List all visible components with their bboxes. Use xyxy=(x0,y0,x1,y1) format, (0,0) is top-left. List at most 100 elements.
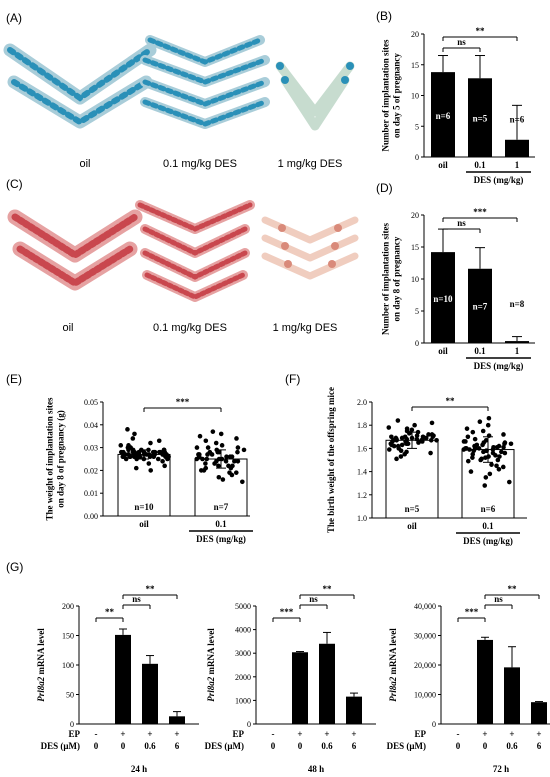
row-label-des: DES (μM) xyxy=(41,741,80,751)
y-tick-label: 3000 xyxy=(235,649,251,658)
des-mark: 0.6 xyxy=(144,741,156,751)
data-point xyxy=(470,429,476,435)
ep-mark: + xyxy=(324,729,329,739)
data-point xyxy=(486,433,492,438)
y-tick-label: 40,000 xyxy=(414,602,436,611)
y-axis-label: Prl8a2 mRNA level xyxy=(388,628,398,702)
y-tick-label: 0 xyxy=(415,339,419,348)
ep-mark: - xyxy=(95,729,98,739)
y-tick-label: 150 xyxy=(62,632,74,641)
y-tick-label: 20 xyxy=(411,211,419,220)
y-tick-label: 5 xyxy=(415,122,419,131)
data-point xyxy=(389,442,394,448)
bar xyxy=(115,634,131,724)
photo-label-oil-c: oil xyxy=(62,322,73,334)
significance-label: ** xyxy=(105,607,115,617)
data-point xyxy=(483,437,489,443)
data-point xyxy=(235,445,241,450)
category-label: 0.1 xyxy=(474,346,486,356)
data-point xyxy=(235,458,241,464)
data-point xyxy=(216,474,222,480)
data-point xyxy=(409,427,415,433)
y-tick-label: 10 xyxy=(411,92,419,101)
chart-g-24h: 0 50 100 150 200 Prl8a2 mRNA level - 0 +0 +0.6 +6 *… xyxy=(36,584,199,774)
data-point xyxy=(394,456,399,462)
y-axis-label: on day 8 of pregnancy xyxy=(392,236,402,321)
data-point xyxy=(146,461,152,466)
data-point xyxy=(490,447,496,452)
data-point xyxy=(121,449,126,455)
data-point xyxy=(472,446,478,451)
data-point xyxy=(126,443,131,448)
data-point xyxy=(414,433,420,438)
data-point xyxy=(476,446,482,451)
panel-letter-f: (F) xyxy=(285,372,300,386)
y-axis-label-rest: mRNA level xyxy=(36,628,46,677)
photo-label-high-dose: 1 mg/kg DES xyxy=(278,158,343,170)
data-point xyxy=(429,420,435,426)
category-label: 0.1 xyxy=(474,160,486,170)
photo-label-high-dose-c: 1 mg/kg DES xyxy=(273,322,338,334)
data-point xyxy=(232,458,237,464)
data-point xyxy=(402,434,408,440)
data-point xyxy=(496,466,502,472)
bar xyxy=(319,643,335,724)
data-point xyxy=(428,450,433,456)
data-point xyxy=(464,426,470,431)
data-point xyxy=(136,452,141,457)
gene-name: Prl8a2 xyxy=(36,676,46,702)
photo-panel-a: (A) oil 0.1 mg/kg DES 1 mg/kg DE xyxy=(3,11,355,170)
data-point xyxy=(160,458,165,464)
bar xyxy=(431,252,455,343)
data-point xyxy=(398,448,404,454)
des-mark: 6 xyxy=(352,741,357,751)
time-label: 24 h xyxy=(131,764,147,774)
data-point xyxy=(399,442,405,448)
data-point xyxy=(472,436,478,442)
data-point xyxy=(223,458,229,464)
data-point xyxy=(203,438,209,444)
significance-label: *** xyxy=(176,397,190,407)
category-label: oil xyxy=(438,346,448,356)
significance-label: ns xyxy=(494,594,503,604)
des-mark: 0 xyxy=(94,741,99,751)
data-point xyxy=(497,454,502,459)
data-point xyxy=(240,479,245,485)
ep-mark: - xyxy=(272,729,275,739)
data-point xyxy=(210,429,216,434)
data-point xyxy=(194,456,200,462)
data-point xyxy=(426,432,431,437)
y-tick-label: 20,000 xyxy=(414,661,436,670)
data-point xyxy=(468,469,474,474)
n-label: n=5 xyxy=(405,504,420,514)
bar xyxy=(505,341,529,343)
significance-label: ** xyxy=(508,584,518,594)
data-point xyxy=(389,434,394,440)
data-point xyxy=(494,463,499,469)
data-point xyxy=(395,418,401,423)
group-label: DES (mg/kg) xyxy=(463,536,513,546)
y-tick-label: 0 xyxy=(70,720,74,729)
data-point xyxy=(219,443,225,448)
data-point xyxy=(148,440,153,446)
data-point xyxy=(490,450,496,456)
data-point xyxy=(415,429,421,435)
n-label: n=6 xyxy=(510,115,525,125)
y-tick-label: 0 xyxy=(415,153,419,162)
des-mark: 0 xyxy=(298,741,303,751)
y-tick-label: 100 xyxy=(62,661,74,670)
data-point xyxy=(194,445,200,450)
panel-letter-b: (B) xyxy=(376,9,392,23)
y-axis-label-rest: mRNA level xyxy=(206,628,216,677)
y-tick-label: 1000 xyxy=(235,696,251,705)
n-label: n=5 xyxy=(473,114,488,124)
y-tick-label: 0.04 xyxy=(84,421,98,430)
data-point xyxy=(390,439,395,444)
data-point xyxy=(404,449,409,455)
bar xyxy=(468,78,492,157)
data-point xyxy=(496,443,502,449)
category-label: oil xyxy=(438,160,448,170)
significance-label: ** xyxy=(146,584,156,594)
